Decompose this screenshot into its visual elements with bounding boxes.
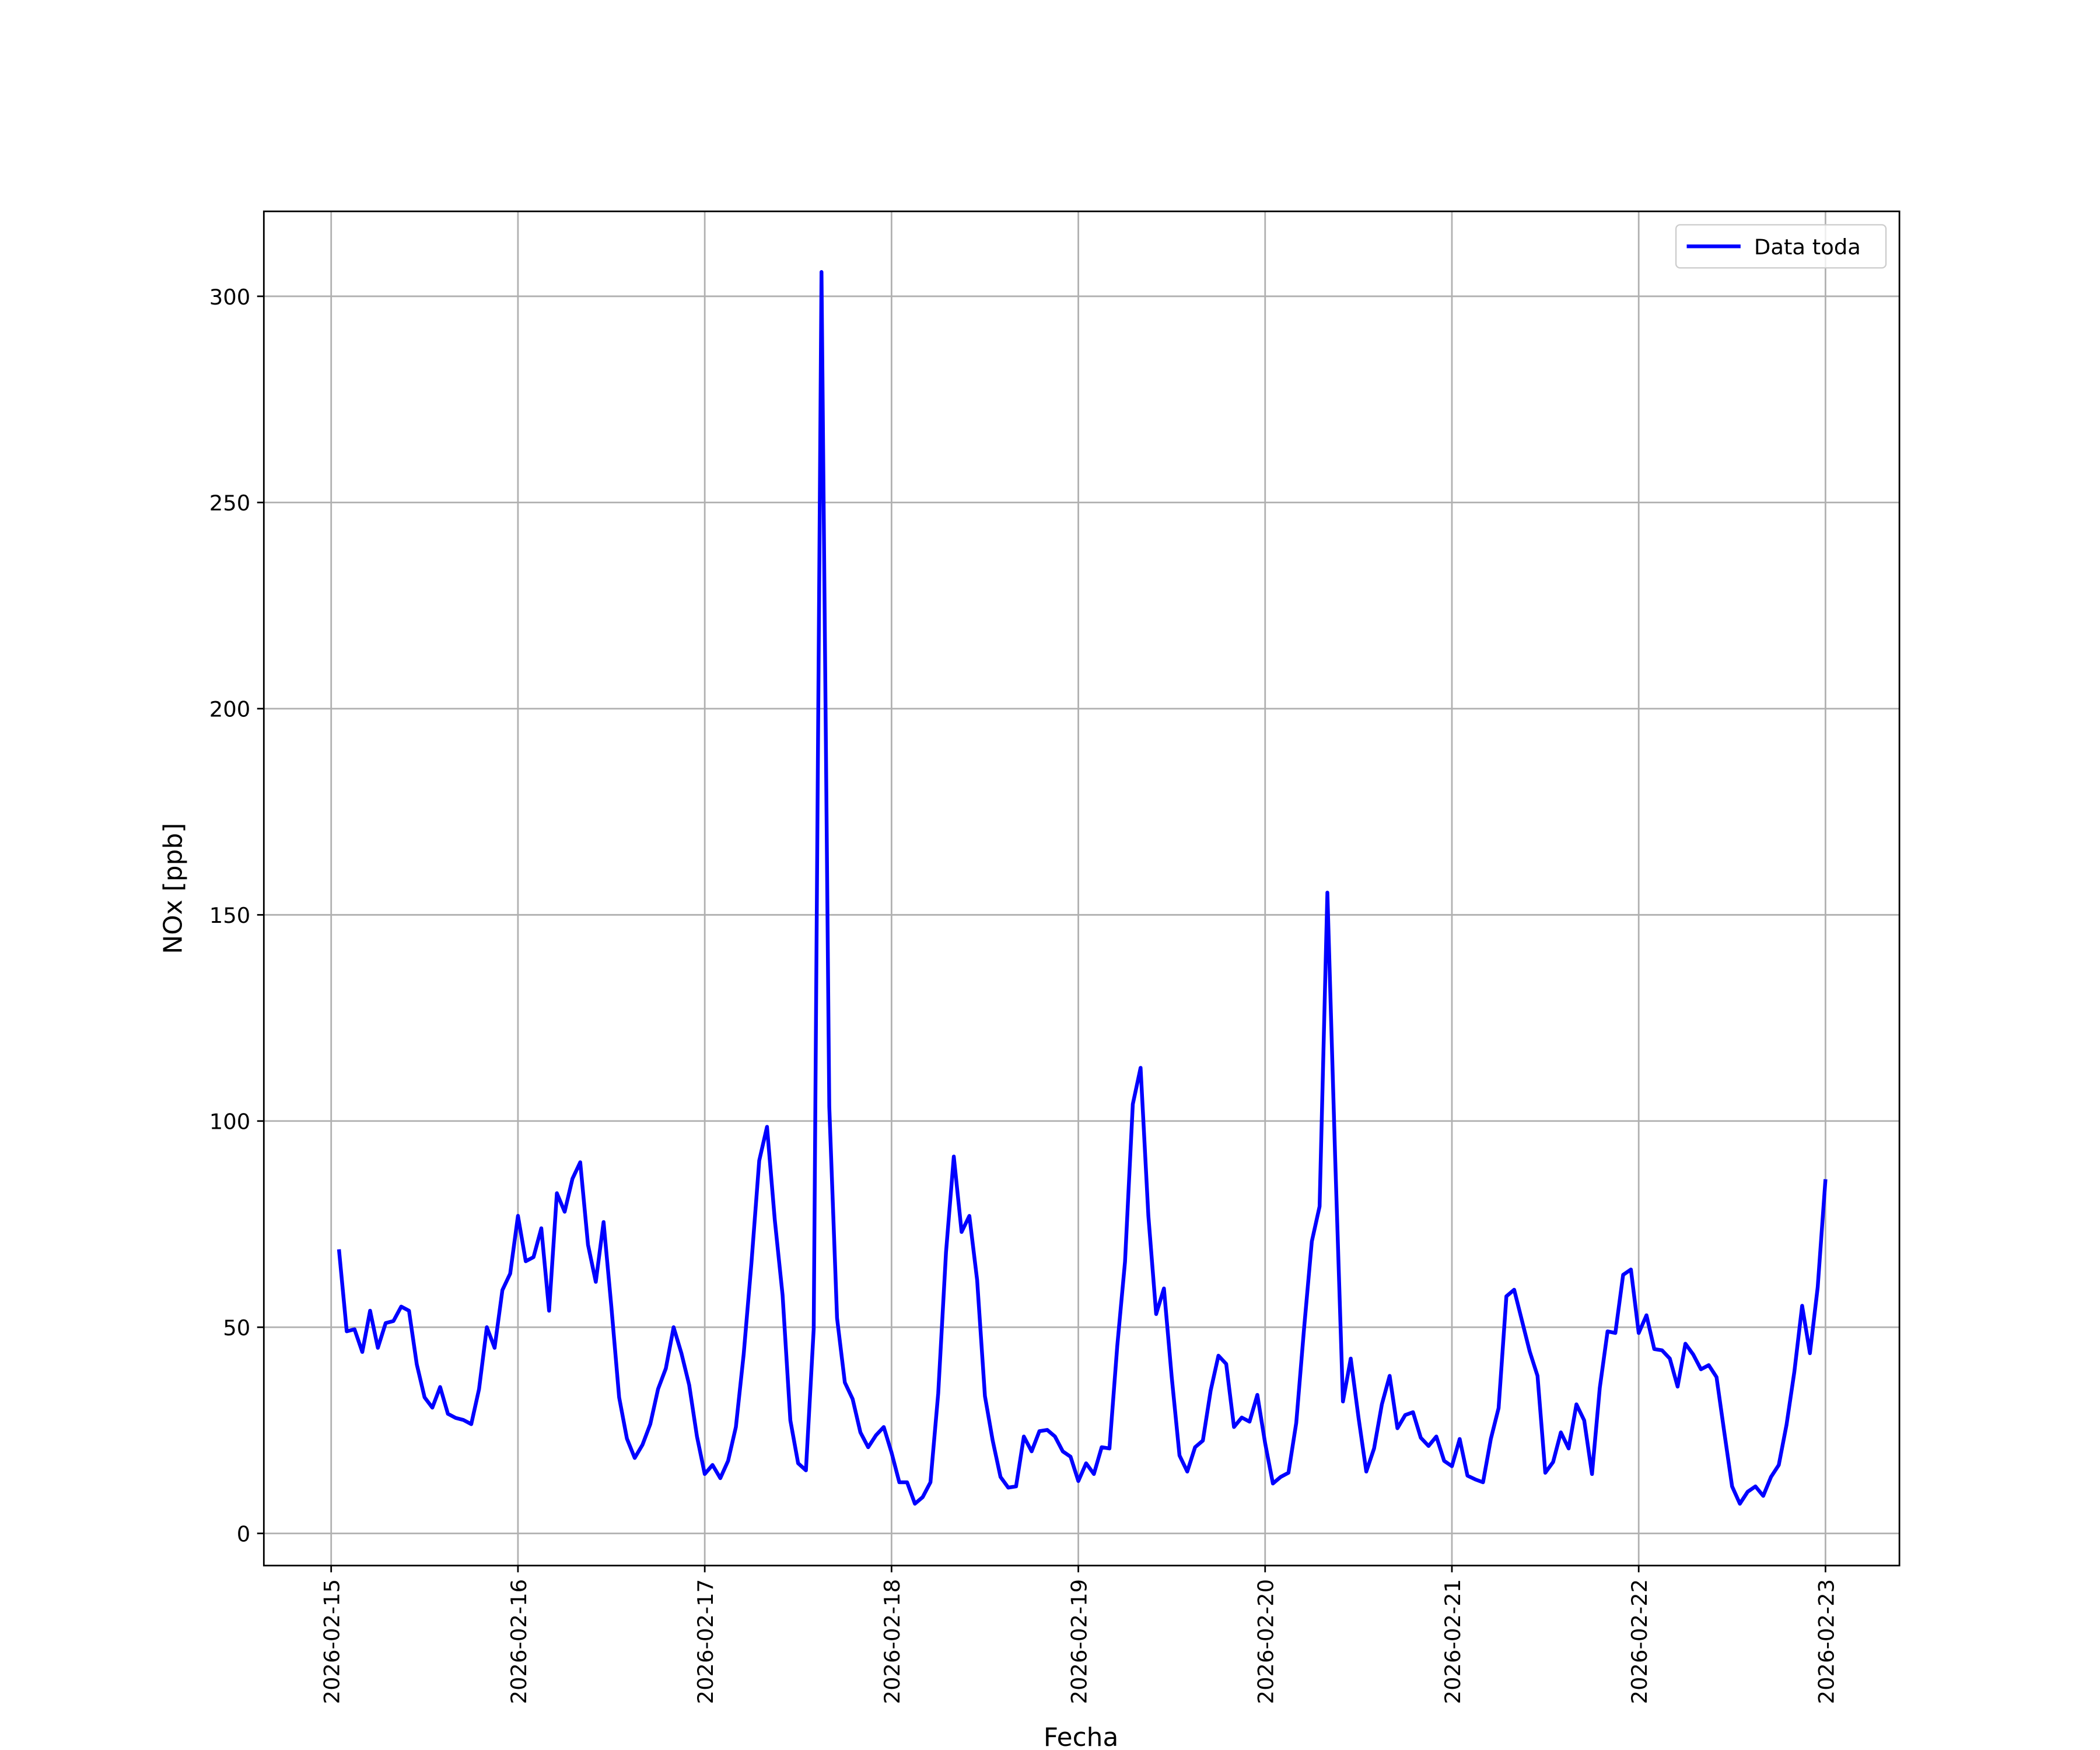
y-tick-label: 300 bbox=[209, 285, 250, 310]
data-line bbox=[337, 270, 1828, 1506]
plot-frame bbox=[262, 210, 1901, 1567]
legend-label: Data toda bbox=[1754, 235, 1861, 260]
x-tick-label: 2026-02-18 bbox=[880, 1579, 905, 1704]
x-tick-label: 2026-02-19 bbox=[1066, 1579, 1091, 1704]
y-tick-label: 100 bbox=[209, 1110, 250, 1135]
y-tick-label: 50 bbox=[223, 1315, 250, 1340]
x-tick-label: 2026-02-21 bbox=[1440, 1579, 1465, 1704]
x-axis-label: Fecha bbox=[1044, 1723, 1119, 1750]
y-tick-label: 0 bbox=[237, 1522, 250, 1547]
legend: Data toda bbox=[1675, 224, 1887, 269]
x-tick-label: 2026-02-16 bbox=[506, 1579, 531, 1704]
legend-box bbox=[1675, 224, 1887, 269]
x-tick-label: 2026-02-20 bbox=[1254, 1579, 1279, 1704]
y-axis-label: NOx [ppb] bbox=[159, 823, 188, 954]
y-tick-label: 250 bbox=[209, 491, 250, 516]
x-tick-label: 2026-02-17 bbox=[693, 1579, 718, 1704]
y-tick-label: 150 bbox=[209, 903, 250, 928]
x-tick-label: 2026-02-23 bbox=[1814, 1579, 1839, 1704]
y-tick-label: 200 bbox=[209, 697, 250, 722]
x-tick-label: 2026-02-15 bbox=[320, 1579, 345, 1704]
x-tick-label: 2026-02-22 bbox=[1627, 1579, 1652, 1704]
